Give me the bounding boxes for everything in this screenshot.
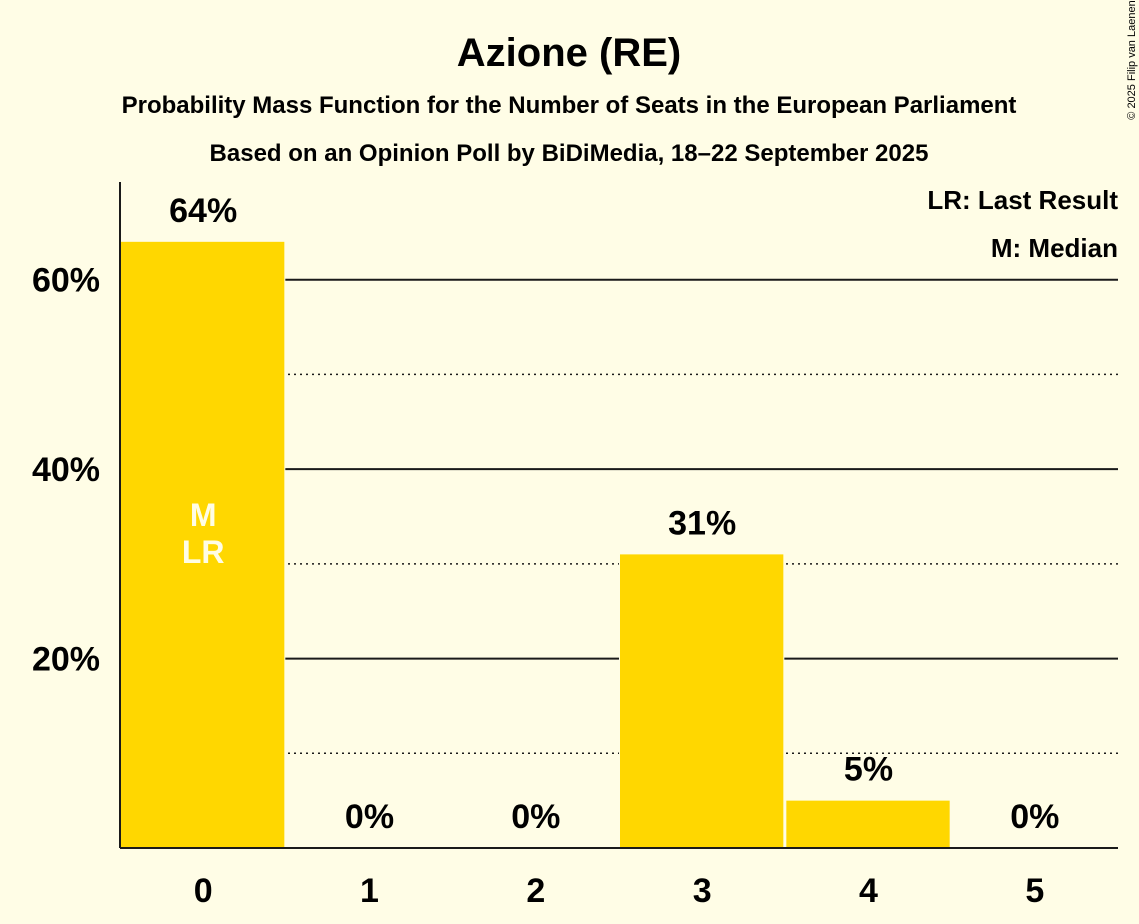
- median-marker: M: [190, 497, 217, 533]
- x-tick-label-3: 3: [693, 872, 712, 910]
- x-tick-label-1: 1: [360, 872, 379, 910]
- bar-3: [620, 554, 784, 848]
- chart-subtitle-poll: Based on an Opinion Poll by BiDiMedia, 1…: [210, 140, 929, 167]
- x-tick-label-2: 2: [526, 872, 545, 910]
- chart-title: Azione (RE): [457, 31, 681, 75]
- bar-0: [121, 241, 285, 849]
- x-tick-label-5: 5: [1025, 872, 1044, 910]
- data-label-2: 0%: [511, 798, 560, 836]
- x-tick-label-0: 0: [194, 872, 213, 910]
- x-tick-label-4: 4: [859, 872, 878, 910]
- data-label-3: 31%: [668, 504, 736, 542]
- copyright-text: © 2025 Filip van Laenen: [1126, 0, 1138, 119]
- chart-subtitle: Probability Mass Function for the Number…: [122, 92, 1017, 119]
- legend-last-result: LR: Last Result: [927, 185, 1118, 215]
- y-tick-label: 20%: [32, 641, 100, 679]
- legend-median: M: Median: [991, 233, 1118, 263]
- data-label-4: 5%: [844, 751, 893, 789]
- last-result-marker: LR: [182, 534, 225, 570]
- data-label-1: 0%: [345, 798, 394, 836]
- data-label-0: 64%: [169, 192, 237, 230]
- y-tick-label: 60%: [32, 262, 100, 300]
- y-tick-label: 40%: [32, 451, 100, 489]
- data-label-5: 0%: [1010, 798, 1059, 836]
- bar-4: [786, 800, 950, 848]
